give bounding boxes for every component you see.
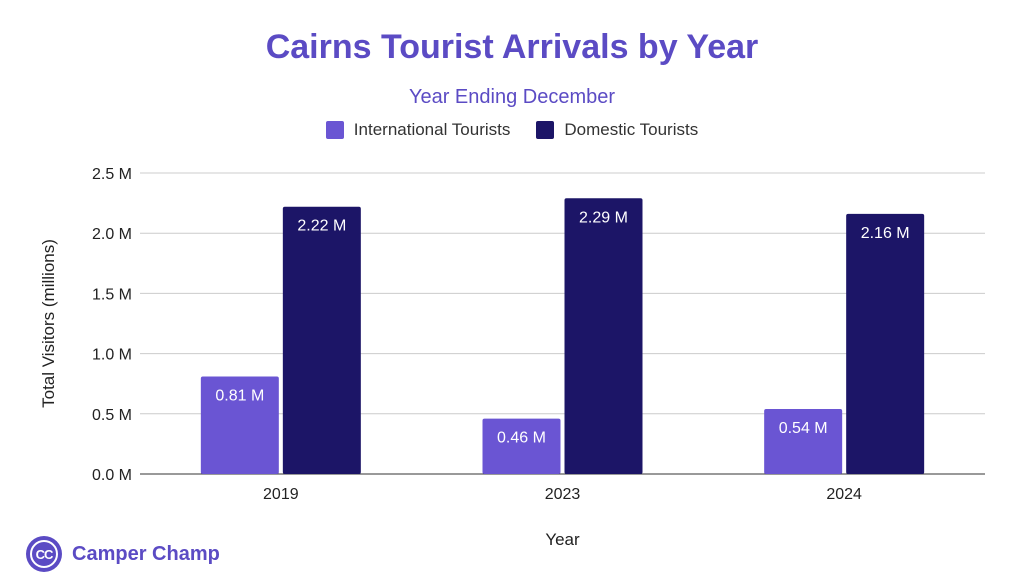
x-tick-label: 2023 (545, 486, 581, 503)
y-tick-label: 2.5 M (92, 166, 132, 183)
chart-title: Cairns Tourist Arrivals by Year (265, 28, 759, 66)
bar (846, 213, 925, 474)
bar (200, 376, 279, 474)
brand: CC Camper Champ (26, 536, 220, 572)
x-axis-title: Year (545, 530, 580, 549)
y-tick-label: 1.5 M (92, 286, 132, 303)
data-label: 2.22 M (297, 218, 346, 235)
y-tick-label: 0.5 M (92, 407, 132, 424)
legend-label-domestic: Domestic Tourists (564, 120, 699, 139)
data-label: 2.16 M (861, 225, 910, 242)
data-label: 0.46 M (497, 430, 546, 447)
y-tick-label: 0.0 M (92, 467, 132, 484)
y-tick-label: 1.0 M (92, 347, 132, 364)
bar (564, 198, 643, 474)
cc-logo-icon: CC (26, 536, 62, 572)
data-label: 0.81 M (215, 387, 264, 404)
data-label: 2.29 M (579, 209, 628, 226)
y-tick-label: 2.0 M (92, 226, 132, 243)
bar (482, 418, 561, 474)
x-tick-label: 2019 (263, 486, 299, 503)
legend-item-domestic: Domestic Tourists (536, 120, 698, 140)
bar (282, 206, 361, 474)
bar (764, 408, 843, 474)
legend-item-international: International Tourists (325, 120, 511, 140)
legend: International Tourists Domestic Tourists (0, 120, 1024, 140)
legend-swatch-international (325, 121, 344, 139)
brand-logo-text: CC (30, 540, 58, 568)
legend-swatch-domestic (536, 121, 555, 139)
legend-label-international: International Tourists (353, 120, 511, 139)
brand-name: Camper Champ (72, 542, 220, 565)
chart-subtitle: Year Ending December (408, 86, 616, 108)
data-label: 0.54 M (779, 420, 828, 437)
x-tick-label: 2024 (826, 486, 862, 503)
y-axis-title: Total Visitors (millions) (39, 239, 58, 408)
